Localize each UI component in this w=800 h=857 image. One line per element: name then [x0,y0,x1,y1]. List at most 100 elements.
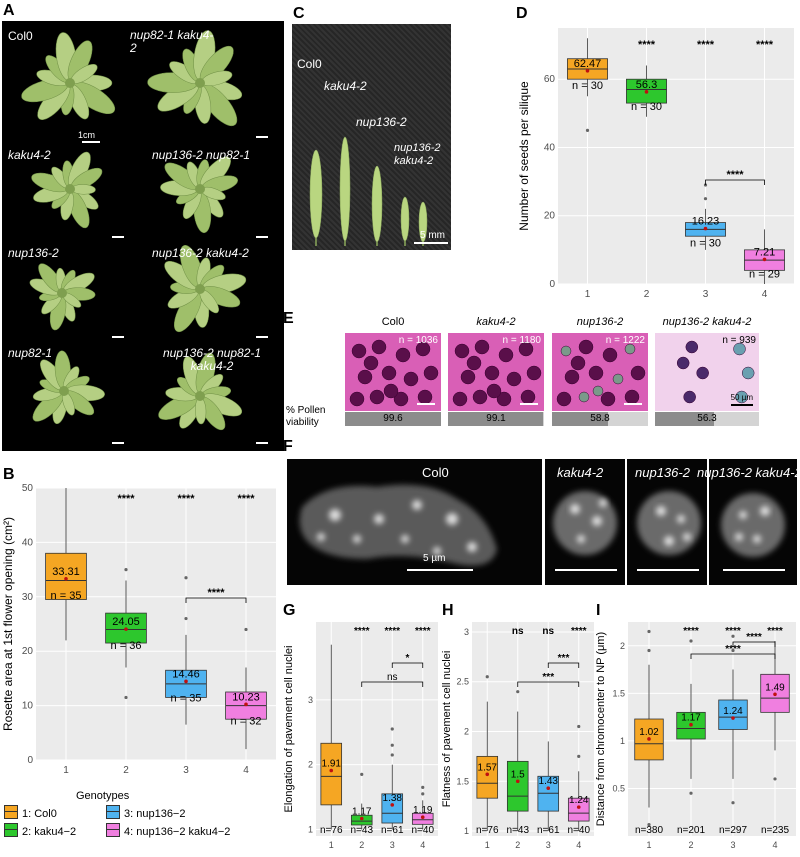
viability-fill [655,412,714,426]
outlier-point [516,690,520,694]
outlier-point [124,695,128,700]
viability-value: 58.8 [590,413,610,424]
box-iqr [381,793,404,824]
nucleus-label-nup136: nup136-2 [635,465,690,480]
significance-label: **** [177,493,195,505]
outlier-point [773,777,777,781]
label-triple: nup136-2 nup82-1 kaku4-2 [162,346,262,373]
box-4: 1.49 n=235 [760,641,790,836]
mean-point [420,815,425,819]
legend-label: 3: nup136−2 [124,808,186,820]
label-nup82-kaku4: nup82-1 kaku4-2 [130,28,214,55]
legend-label: 4: nup136−2 kaku4−2 [124,826,231,838]
viability-value: 99.6 [383,413,403,424]
x-tick-label: 3 [183,765,189,776]
rosette-center [195,184,205,194]
mean-point [647,737,651,741]
y-axis-label: Flatness of pavement cell nuclei [441,651,453,808]
x-tick-label: 3 [703,289,709,300]
y-axis-label: Distance from chromocenter to NP (μm) [595,632,607,826]
significance-bracket [517,681,580,687]
label-nup136-nup82: nup136-2 nup82-1 [152,148,251,162]
y-axis-label: Elongation of pavement cell nuclei [283,646,295,813]
pollen-grain [602,347,618,363]
pollen-grains-nup136 [556,339,646,407]
outlier-point [244,627,248,632]
x-tick-label: 1 [63,765,69,776]
panel-label-d: D [516,5,528,22]
pollen-grains-col0 [349,339,439,407]
outlier-point [577,754,581,758]
y-tick-label: 10 [22,701,34,712]
rosette-center [195,391,205,401]
n-label: n = 29 [749,268,780,280]
pollen-n-col0: n = 1036 [398,335,438,346]
y-tick-label: 50 [22,483,34,494]
legend-item: 3: nup136−2 [106,805,185,820]
pollen-title-nup136: nup136-2 [576,316,624,328]
legend-swatch [106,823,120,837]
legend-item: 2: kaku4−2 [4,823,76,838]
rosette-plant [21,32,116,120]
pollen-grain [349,391,365,407]
pollen-image-kaku4: n = 1180 [448,333,544,411]
mean-point [124,627,128,631]
outlier-point [647,629,651,634]
pollen-grain [520,389,536,405]
box-3: 1.43 n=61 [537,741,560,836]
box-iqr [506,760,529,812]
y-tick-label: 1.5 [612,688,625,698]
scale-bar-a6 [256,336,268,338]
viability-bar: 99.1 [448,412,544,426]
bracket-label: **** [207,587,225,599]
mean-point [546,786,551,791]
mean-label: 56.3 [636,79,657,91]
box-2: 1.5 n=43 [506,690,529,836]
silique-photo: Col0 kaku4-2 nup136-2 nup136-2 kaku4-2 5… [292,24,451,250]
pollen-grain [466,355,482,371]
y-tick-label: 40 [22,537,34,548]
pollen-grain [415,341,431,357]
viability-value: 56.3 [697,413,717,424]
pollen-grain [624,343,636,355]
rosette-plant [158,352,243,431]
pollen-grain [570,355,586,371]
nucleus-nup136-shape [637,491,701,555]
silique-label-kaku4: kaku4-2 [324,79,367,93]
outlier-point [360,772,364,776]
y-tick-label: 1 [464,826,469,836]
pollen-scale-nup136 [624,403,642,405]
significance-label: **** [756,39,774,51]
pollen-grain [685,340,699,354]
outlier-point [703,183,708,187]
outlier-point [689,639,693,643]
mean-point [644,90,649,94]
box-iqr [476,755,499,799]
pollen-grain [351,343,367,359]
pollen-scale-kaku4 [520,403,538,405]
outlier-point [731,648,735,653]
bracket-label: **** [726,169,744,181]
legend-label: 2: kaku4−2 [22,826,77,838]
mean-label: 1.24 [569,795,589,806]
x-tick-label: 4 [420,840,425,850]
y-tick-label: 2 [464,726,469,736]
panel-label-f: F [283,438,293,455]
outlier-point [585,128,590,132]
y-tick-label: 2 [620,641,625,651]
box-4: 1.24 n=40 [567,724,590,836]
y-axis-label: Number of seeds per silique [517,81,531,231]
viability-fill [552,412,609,426]
box-3: 1.24 n=297 [718,634,748,836]
box-1: 62.47 n = 30 [567,38,608,132]
bracket-label: **** [746,632,762,643]
significance-label: **** [697,39,715,51]
chart-h-flatness: 1 1.5 2 2.5 3 1.57 n=76 1 1.5 n=43 ns 2 1.43 n=61 ns 3 1… [441,622,594,850]
pollen-grain [612,373,624,385]
pollen-grain [592,385,604,397]
rosette-center [65,78,75,88]
significance-label: ns [542,626,554,637]
significance-bracket [690,653,776,659]
label-nup136-kaku4: nup136-2 kaku4-2 [152,246,249,260]
mean-label: 1.17 [352,806,372,817]
